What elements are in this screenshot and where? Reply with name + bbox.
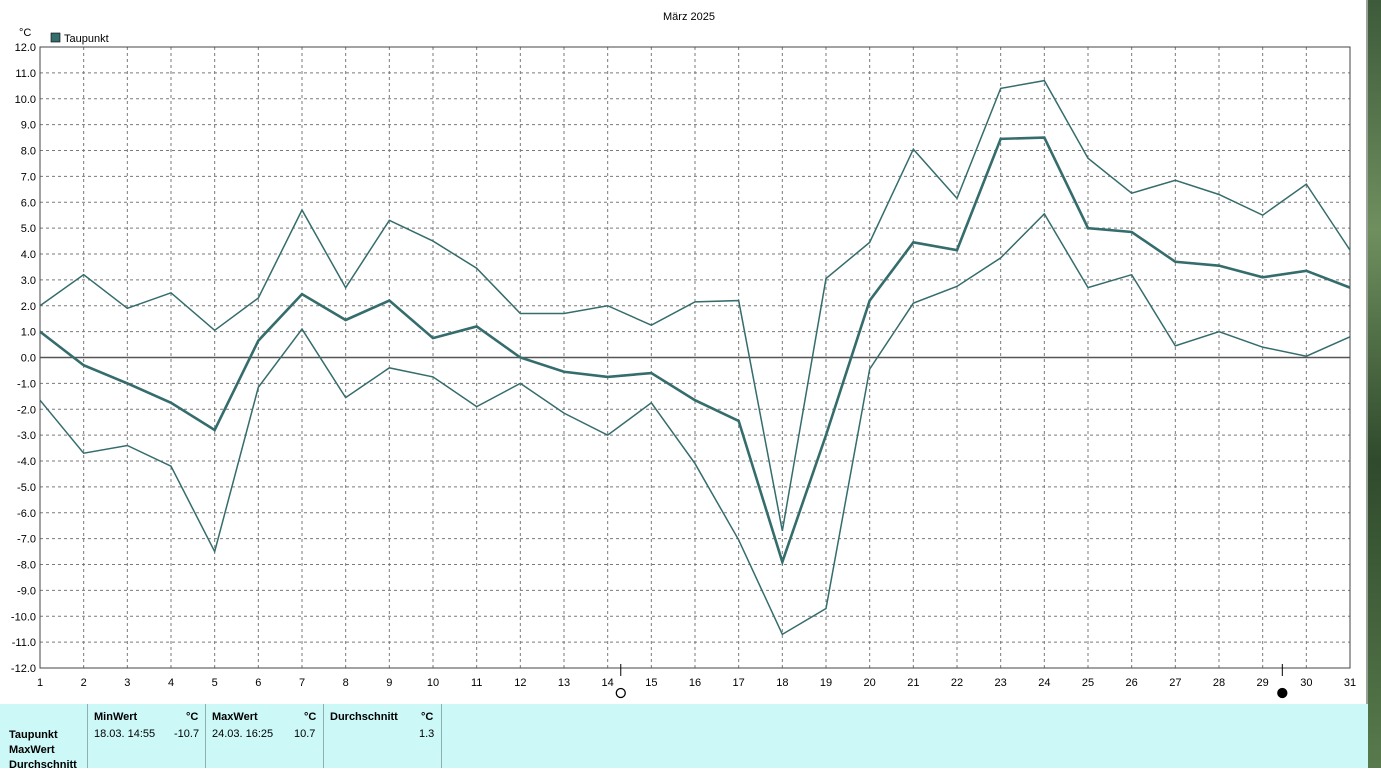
y-unit-label: °C [19,27,31,39]
series-line-min [39,212,1351,636]
stats-row-label: MaxWert [9,744,55,756]
y-tick-label: -6.0 [17,508,36,520]
x-tick-label: 20 [864,677,876,689]
y-tick-label: 5.0 [21,223,36,235]
x-tick-label: 24 [1038,677,1050,689]
y-tick-label: 9.0 [21,120,36,132]
stats-date: 24.03. 16:25 [212,728,274,740]
statistics-panel: Taupunkt MaxWert Durchschnitt MinWert °C… [0,704,1368,771]
y-tick-label: -3.0 [17,430,36,442]
stats-row-labels: Taupunkt MaxWert Durchschnitt [9,728,77,773]
background-window-strip [1368,0,1381,768]
y-tick-label: -9.0 [17,585,36,597]
x-tick-label: 31 [1344,677,1356,689]
x-tick-label: 27 [1169,677,1181,689]
full-moon-icon [615,687,626,699]
x-tick-label: 22 [951,677,963,689]
y-tick-label: -2.0 [17,404,36,416]
y-tick-label: 12.0 [15,42,36,54]
window-edge [1366,0,1368,768]
y-tick-label: -11.0 [12,637,36,649]
stats-column-average: Durchschnitt °C 1.3 [323,704,442,768]
x-tick-label: 12 [514,677,526,689]
y-tick-label: 8.0 [21,146,36,158]
y-tick-label: -1.0 [17,378,36,390]
stats-column-max: MaxWert °C 24.03. 16:25 10.7 [205,704,324,768]
x-tick-label: 6 [255,677,261,689]
y-tick-label: -7.0 [17,534,36,546]
y-tick-label: -8.0 [17,560,36,572]
y-tick-label: 6.0 [21,197,36,209]
stats-unit: °C [186,711,199,723]
x-tick-label: 21 [907,677,919,689]
x-tick-label: 1 [37,677,43,689]
x-tick-label: 13 [558,677,570,689]
new-moon-icon [1277,687,1288,699]
x-tick-label: 2 [81,677,87,689]
x-tick-label: 11 [471,677,482,689]
x-tick-label: 17 [733,677,745,689]
stats-value: -10.7 [174,728,200,740]
x-tick-label: 25 [1082,677,1094,689]
series-line-max [39,79,1351,532]
stats-header: Durchschnitt [330,711,398,723]
x-tick-label: 5 [212,677,218,689]
x-tick-label: 16 [689,677,701,689]
x-tick-label: 29 [1257,677,1269,689]
y-tick-label: 1.0 [21,327,36,339]
stats-row-label: Taupunkt [9,729,58,741]
x-tick-label: 3 [124,677,130,689]
x-tick-label: 26 [1126,677,1138,689]
y-tick-label: 11.0 [15,68,36,80]
y-tick-label: 4.0 [21,249,36,261]
y-tick-label: -10.0 [11,611,36,623]
y-tick-label: -12.0 [11,663,36,675]
chart-title: März 2025 [663,11,715,23]
x-tick-label: 14 [602,677,614,689]
y-tick-label: 2.0 [21,301,36,313]
stats-unit: °C [421,711,434,723]
stats-value: 10.7 [294,728,316,740]
y-tick-label: -4.0 [17,456,36,468]
series-line-mean [39,136,1351,567]
x-tick-label: 8 [343,677,349,689]
chart-area: März 2025 °C Taupunkt 12.011.010.09.08.0… [11,11,1356,699]
x-tick-label: 23 [995,677,1007,689]
x-tick-label: 10 [427,677,439,689]
y-tick-label: 7.0 [21,171,36,183]
x-tick-label: 7 [299,677,305,689]
legend-swatch [50,32,61,43]
x-tick-label: 18 [776,677,788,689]
x-tick-label: 30 [1300,677,1312,689]
y-tick-label: 3.0 [21,275,36,287]
stats-header: MinWert [94,711,138,723]
y-tick-label: 0.0 [21,353,36,365]
y-tick-label: -5.0 [17,482,36,494]
x-tick-label: 19 [820,677,832,689]
x-tick-label: 15 [645,677,657,689]
stats-row-label: Durchschnitt [9,759,77,771]
stats-value: 1.3 [419,728,435,740]
legend-label: Taupunkt [64,33,109,45]
x-tick-label: 9 [386,677,392,689]
x-tick-label: 4 [168,677,174,689]
x-tick-label: 28 [1213,677,1225,689]
stats-unit: °C [304,711,317,723]
stats-header: MaxWert [212,711,258,723]
stats-column-min: MinWert °C 18.03. 14:55 -10.7 [87,704,206,768]
stats-date: 18.03. 14:55 [94,728,156,740]
y-tick-label: 10.0 [15,94,36,106]
